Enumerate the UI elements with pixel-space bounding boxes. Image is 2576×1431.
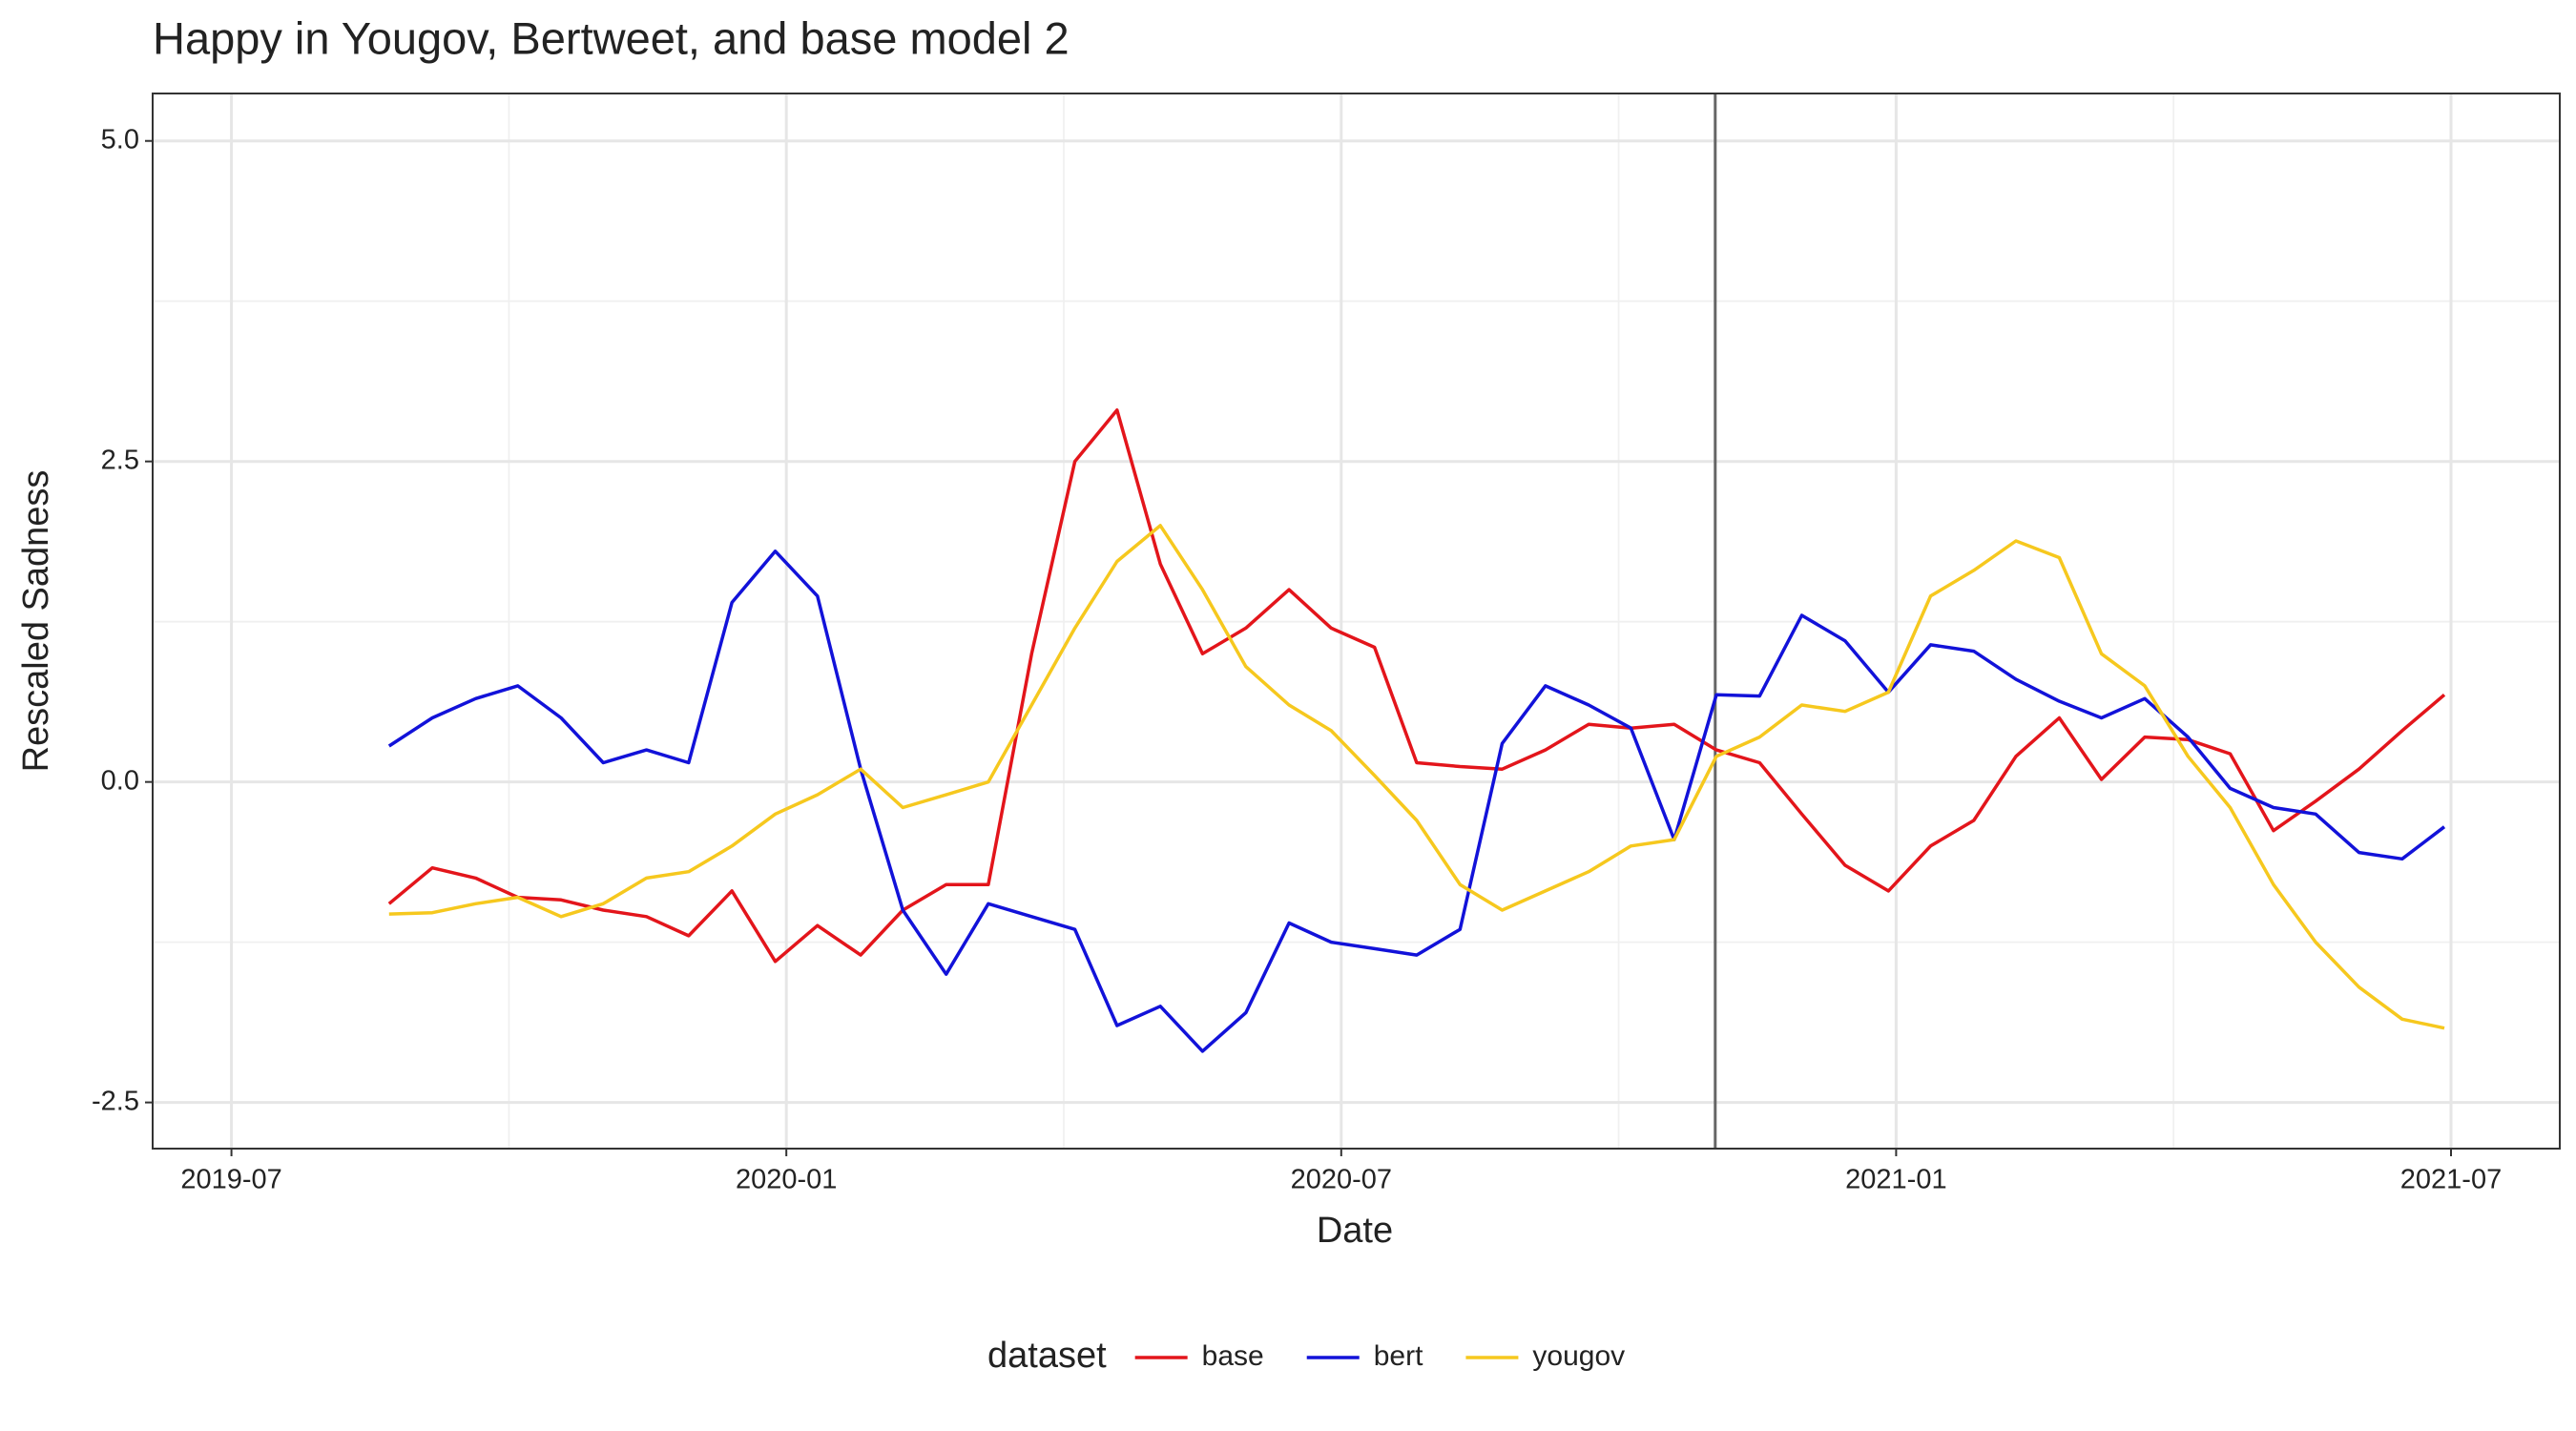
legend-label: bert bbox=[1374, 1340, 1423, 1372]
x-tick-label: 2019-07 bbox=[180, 1165, 281, 1195]
legend-label: base bbox=[1202, 1340, 1264, 1372]
y-tick-label: 2.5 bbox=[101, 445, 139, 475]
y-tick-label: -2.5 bbox=[92, 1086, 139, 1116]
x-axis-title: Date bbox=[1317, 1211, 1393, 1251]
chart-title: Happy in Yougov, Bertweet, and base mode… bbox=[153, 12, 1070, 63]
x-tick-label: 2021-07 bbox=[2400, 1165, 2502, 1195]
legend-title: dataset bbox=[987, 1336, 1107, 1376]
series-line bbox=[388, 524, 2445, 1030]
legend-label: yougov bbox=[1532, 1340, 1625, 1372]
x-tick-label: 2020-07 bbox=[1291, 1165, 1392, 1195]
series-line bbox=[387, 550, 2446, 1053]
y-axis-title: Rescaled Sadness bbox=[16, 470, 56, 773]
x-tick-label: 2020-01 bbox=[736, 1165, 837, 1195]
y-tick-label: 0.0 bbox=[101, 765, 139, 796]
plot-border bbox=[152, 93, 2561, 1150]
series-line bbox=[387, 408, 2446, 964]
x-tick-label: 2021-01 bbox=[1845, 1165, 1946, 1195]
y-tick-label: 5.0 bbox=[101, 124, 139, 155]
